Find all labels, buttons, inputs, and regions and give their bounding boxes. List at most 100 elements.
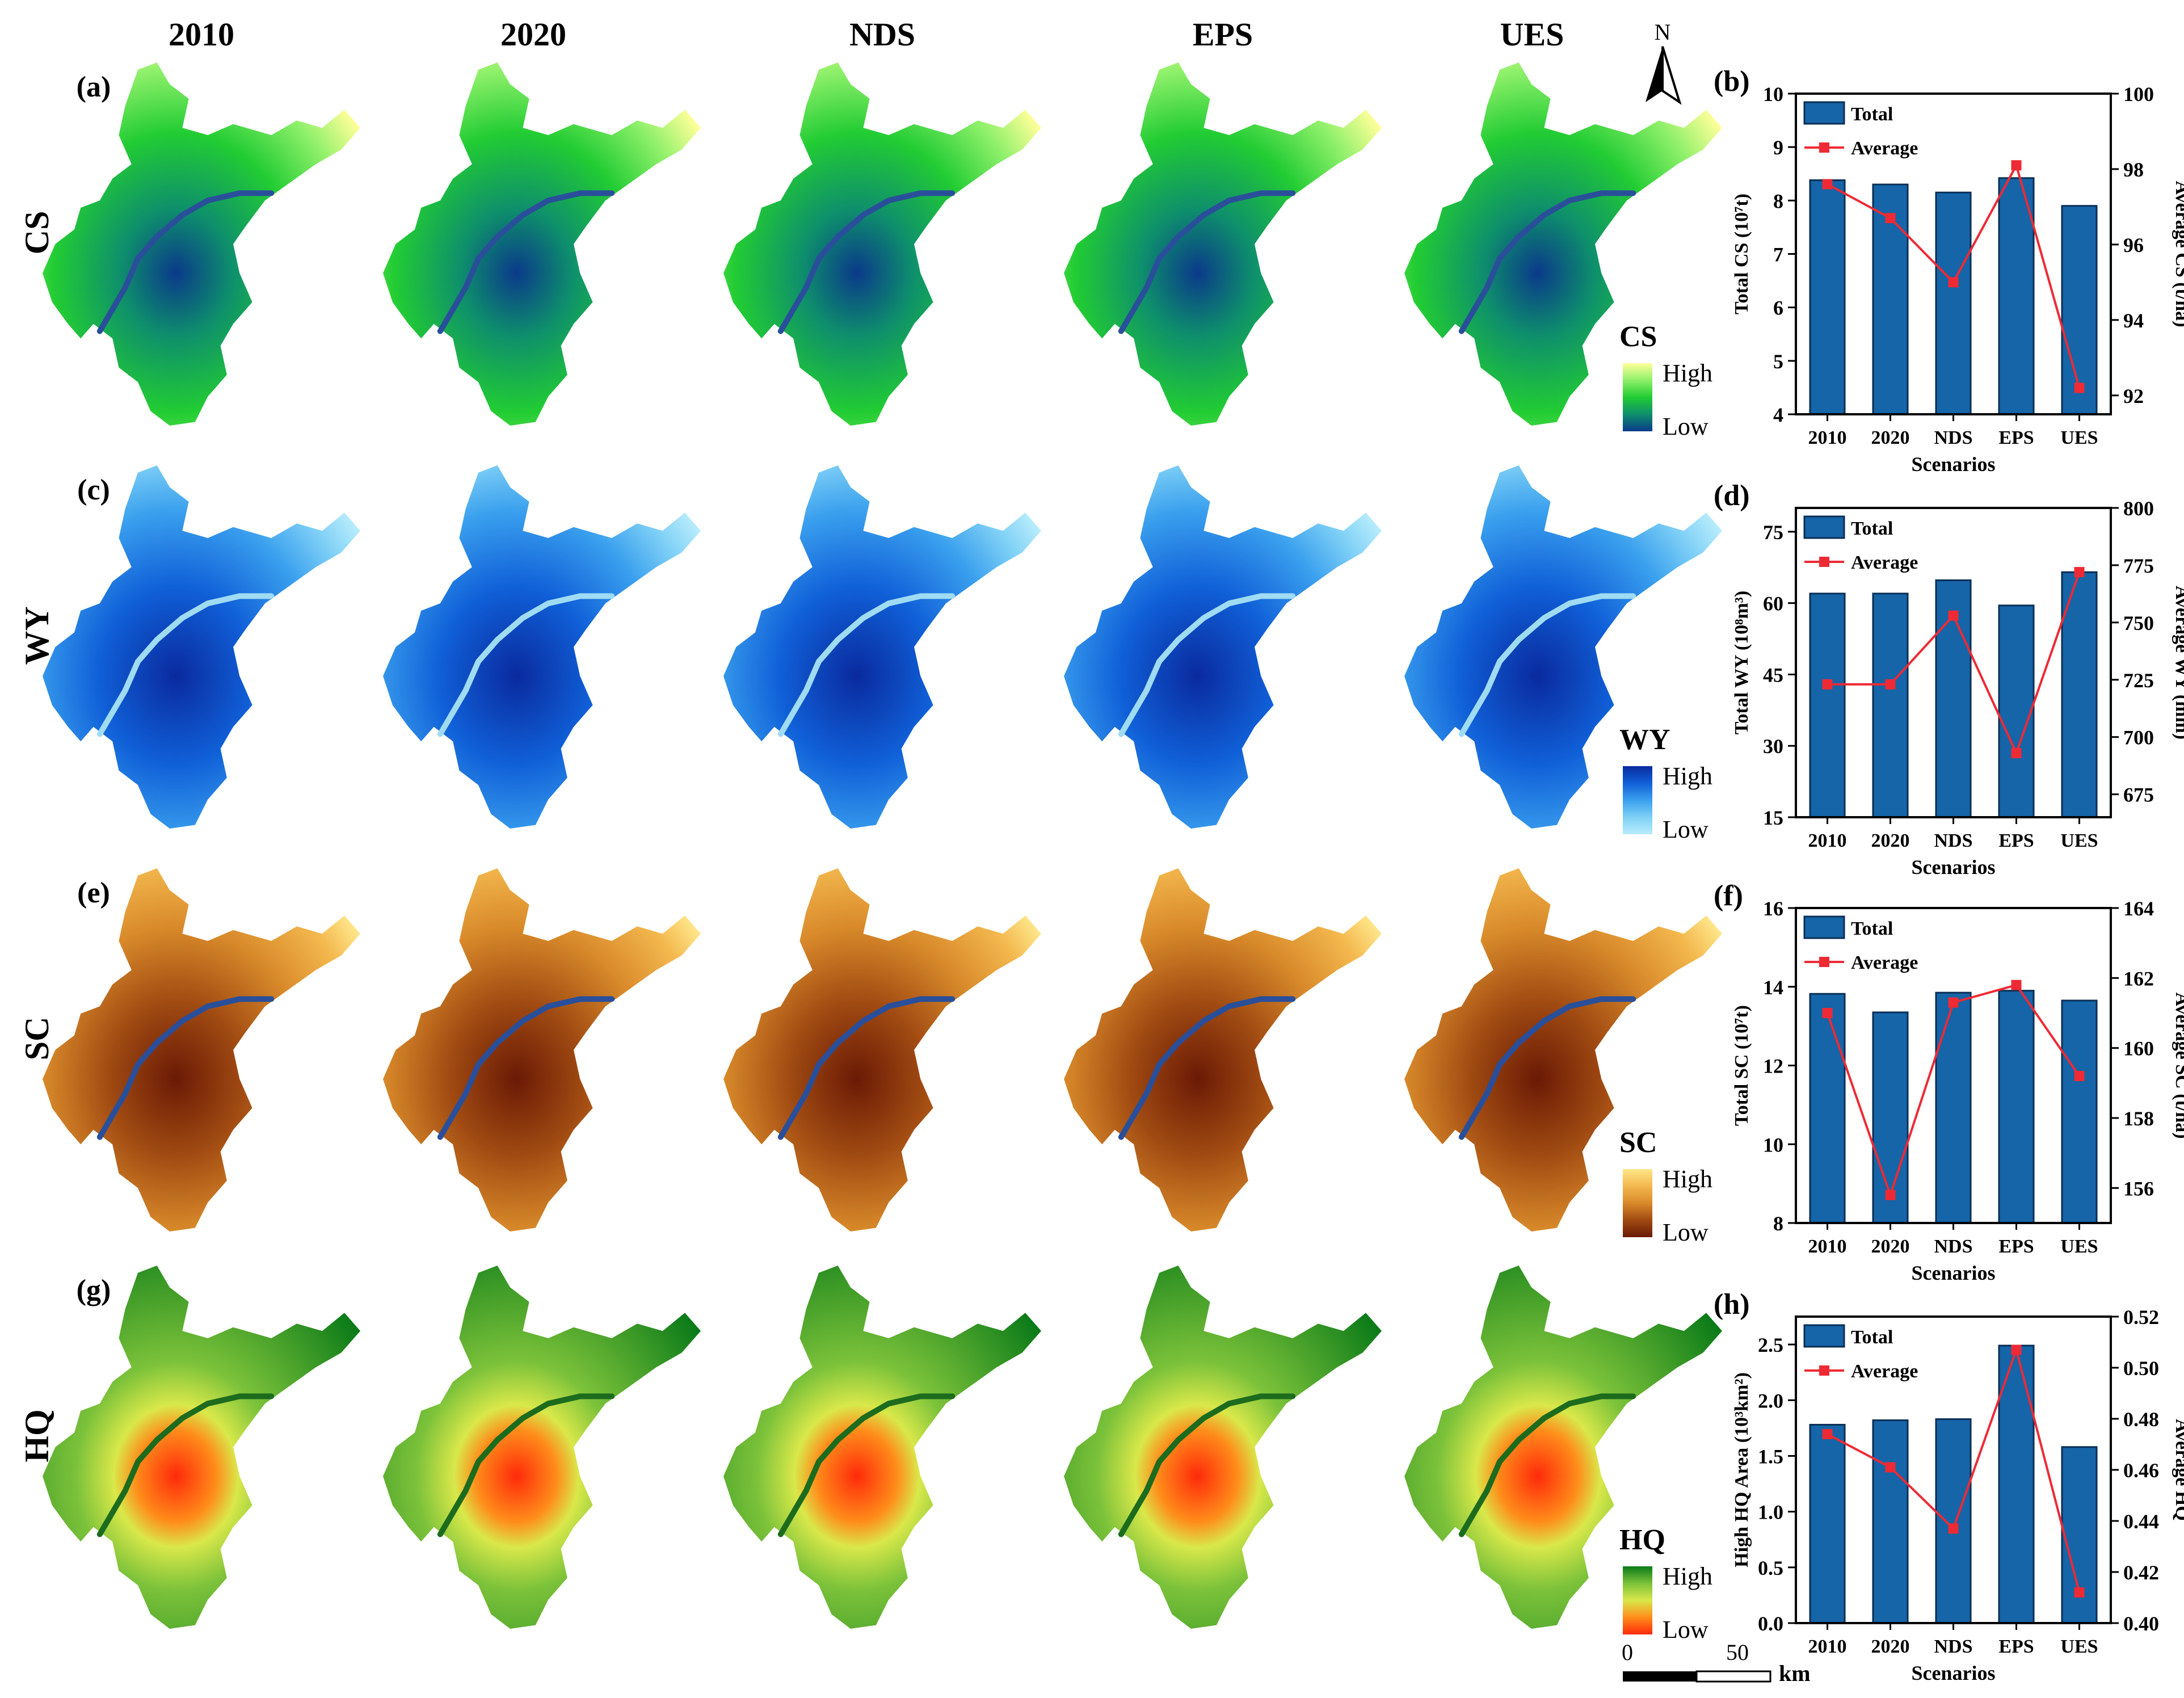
tick-label-right-h: 0.50	[2123, 1357, 2159, 1380]
bar-f-2010	[1809, 993, 1846, 1224]
tick-label-x-h: NDS	[1934, 1636, 1972, 1657]
tick-label-x-f: 2010	[1808, 1236, 1847, 1257]
tick-label-left-d: 60	[1763, 592, 1783, 615]
bar-f-eps	[1998, 990, 2035, 1224]
scale-start: 0	[1622, 1640, 1633, 1665]
average-point-b-ues	[2074, 383, 2085, 393]
river-hq-2020	[437, 1393, 615, 1537]
tick-label-x-b: 2020	[1871, 427, 1910, 448]
tick-label-left-d: 75	[1763, 521, 1783, 544]
tick-label-x-h: UES	[2060, 1636, 2098, 1657]
row-label-sc: SC	[18, 1017, 56, 1061]
tick-label-left-b: 5	[1773, 350, 1783, 373]
tick-label-x-b: UES	[2060, 427, 2098, 448]
tick-label-left-h: 2.5	[1758, 1334, 1783, 1356]
average-point-h-nds	[1948, 1523, 1959, 1534]
map-hq-nds	[723, 1266, 1041, 1629]
river-cs-nds	[777, 190, 956, 334]
tick-label-right-f: 162	[2123, 967, 2154, 990]
river-sc-nds	[777, 996, 956, 1140]
tick-label-x-d: UES	[2060, 830, 2098, 851]
bar-b-nds	[1935, 191, 1972, 415]
tick-label-left-h: 1.5	[1758, 1445, 1783, 1468]
map-hq-2020	[383, 1266, 701, 1629]
river-wy-nds	[777, 593, 956, 737]
average-point-h-2020	[1885, 1462, 1896, 1473]
average-point-h-ues	[2074, 1587, 2085, 1598]
chart-panel-label-b: (b)	[1714, 65, 1750, 98]
legend-average-b: Average	[1851, 138, 1918, 159]
tick-label-left-b: 9	[1773, 136, 1783, 159]
legend-low-sc: Low	[1663, 1218, 1709, 1246]
bar-f-ues	[2061, 999, 2098, 1224]
bar-d-eps	[1998, 604, 2035, 818]
tick-label-left-b: 8	[1773, 190, 1783, 212]
tick-label-x-f: 2020	[1871, 1236, 1910, 1257]
river-cs-eps	[1118, 190, 1296, 334]
column-header-2010: 2010	[169, 16, 234, 53]
legend-title-wy: WY	[1619, 724, 1670, 756]
river-wy-eps	[1118, 593, 1296, 737]
legend-ramp-cs	[1623, 363, 1652, 431]
average-point-f-2010	[1822, 1008, 1833, 1018]
chart-panel-label-d: (d)	[1714, 480, 1750, 512]
legend-bar-swatch-b	[1803, 101, 1845, 125]
y-axis-label-right-f: Average SC (t/ha)	[2172, 992, 2184, 1138]
river-wy-2020	[437, 593, 615, 737]
river-wy-ues	[1458, 593, 1636, 737]
river-hq-ues	[1458, 1393, 1636, 1537]
tick-label-left-f: 8	[1773, 1212, 1783, 1235]
column-header-2020: 2020	[500, 16, 566, 53]
chart-panel-label-h: (h)	[1714, 1288, 1750, 1321]
river-hq-2010	[96, 1393, 275, 1537]
river-cs-2010	[96, 190, 275, 334]
y-axis-label-right-d: Average WY (mm)	[2172, 586, 2184, 739]
tick-label-x-f: NDS	[1934, 1236, 1972, 1257]
map-hq-2010	[43, 1266, 360, 1629]
tick-label-right-h: 0.52	[2123, 1306, 2159, 1329]
map-wy-ues	[1404, 465, 1722, 829]
tick-label-left-h: 0.5	[1758, 1557, 1783, 1579]
tick-label-left-d: 30	[1763, 735, 1783, 758]
legend-high-cs: High	[1663, 359, 1712, 387]
tick-label-right-d: 675	[2123, 784, 2154, 806]
map-wy-nds	[723, 465, 1041, 829]
y-axis-label-left-b: Total CS (10⁷t)	[1731, 194, 1752, 314]
bar-d-2020	[1872, 592, 1909, 818]
panel-label-wy: (c)	[77, 474, 110, 506]
tick-label-right-d: 775	[2123, 554, 2154, 577]
column-header-ues: UES	[1500, 16, 1564, 53]
y-axis-label-right-h: Average HQ	[2172, 1419, 2184, 1521]
tick-label-x-b: NDS	[1934, 427, 1972, 448]
bar-b-2010	[1809, 179, 1846, 415]
tick-label-right-f: 158	[2123, 1107, 2154, 1130]
tick-label-left-b: 10	[1763, 83, 1783, 106]
tick-label-x-b: 2010	[1808, 427, 1847, 448]
map-sc-eps	[1064, 868, 1382, 1232]
x-axis-label-d: Scenarios	[1912, 856, 1996, 879]
column-header-nds: NDS	[849, 16, 915, 53]
river-sc-2010	[96, 996, 275, 1140]
row-label-hq: HQ	[18, 1409, 56, 1462]
x-axis-label-b: Scenarios	[1912, 453, 1996, 476]
map-sc-2010	[43, 868, 360, 1232]
tick-label-right-d: 725	[2123, 669, 2154, 692]
legend-bar-swatch-f	[1803, 915, 1845, 939]
tick-label-x-d: 2010	[1808, 830, 1847, 851]
scale-bar-black	[1623, 1671, 1697, 1682]
tick-label-right-h: 0.42	[2123, 1561, 2159, 1584]
average-point-d-2010	[1822, 679, 1833, 690]
tick-label-x-f: EPS	[1998, 1236, 2034, 1257]
river-sc-ues	[1458, 996, 1636, 1140]
tick-label-right-f: 156	[2123, 1177, 2154, 1200]
average-point-f-eps	[2011, 980, 2022, 990]
map-sc-2020	[383, 868, 701, 1232]
tick-label-right-b: 98	[2123, 158, 2144, 181]
tick-label-x-h: 2010	[1808, 1636, 1847, 1657]
panel-label-sc: (e)	[77, 877, 110, 909]
legend-average-d: Average	[1851, 552, 1918, 573]
north-arrow-icon-right	[1661, 46, 1682, 105]
map-hq-eps	[1064, 1266, 1382, 1629]
legend-low-wy: Low	[1663, 816, 1709, 843]
